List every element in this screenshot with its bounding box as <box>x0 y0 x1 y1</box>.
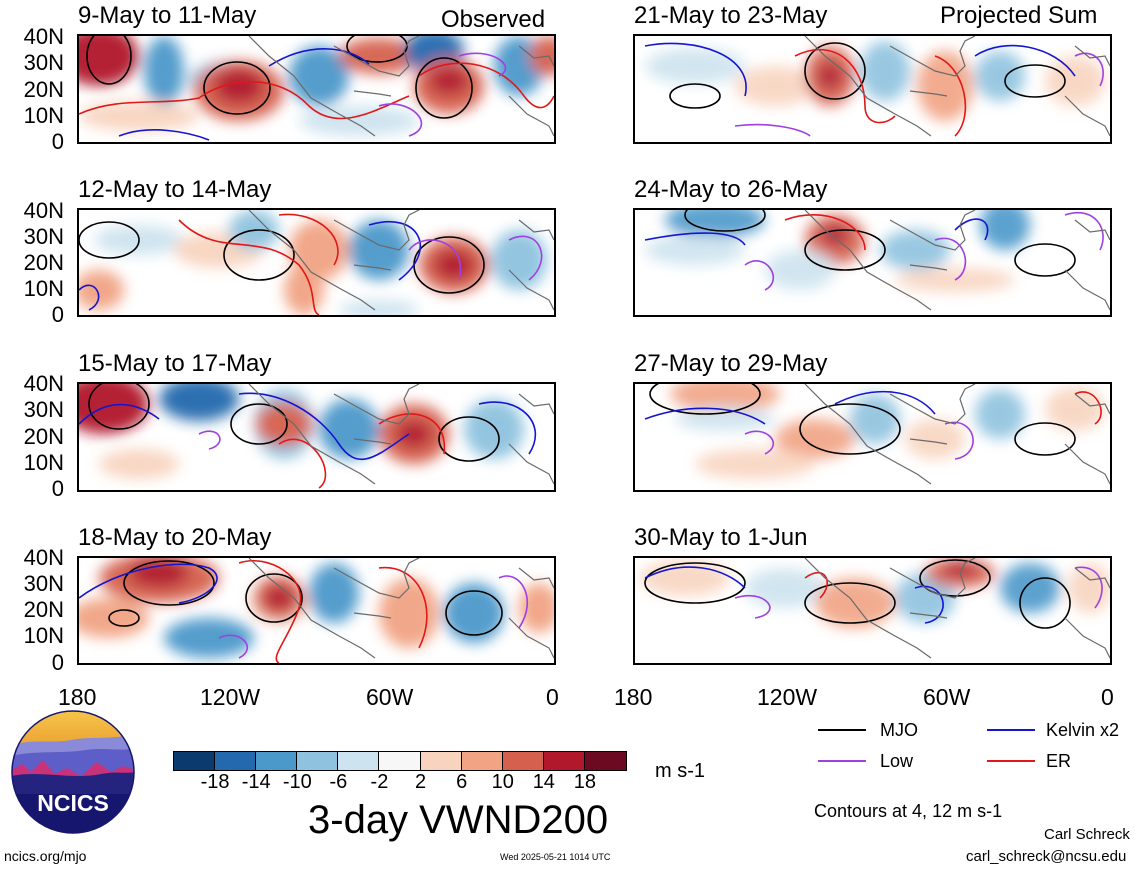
legend-swatch-mjo <box>818 729 866 731</box>
footer-url: ncics.org/mjo <box>4 848 87 864</box>
map-panel-left-2 <box>77 208 556 317</box>
colorbar-tick-label: -18 <box>200 771 230 793</box>
legend-label-low: Low <box>880 751 914 771</box>
lat-label-10n: 10N <box>23 103 64 128</box>
panel-title-left-3: 15-May to 17-May <box>78 350 272 377</box>
panel-title-left-2: 12-May to 14-May <box>78 176 272 203</box>
legend-label-mjo: MJO <box>880 720 918 740</box>
legend-swatch-kelvin <box>987 729 1035 731</box>
colorbar-tick-label: 14 <box>532 771 555 793</box>
colorbar-tick-label: -6 <box>329 771 348 793</box>
lat-label-30n: 30N <box>23 397 64 422</box>
lat-label-40n: 40N <box>23 545 64 570</box>
lat-label-20n: 20N <box>23 424 64 449</box>
footer-author: Carl Schreck <box>1044 826 1130 843</box>
lon-label-180: 180 <box>58 684 97 710</box>
colorbar-cell <box>338 752 380 770</box>
legend-label-kelvin: Kelvin x2 <box>1046 720 1120 740</box>
lat-label-40n: 40N <box>23 198 64 223</box>
lat-label-0: 0 <box>51 302 64 327</box>
colorbar-cell <box>297 752 339 770</box>
logo-text: NCICS <box>37 790 109 816</box>
colorbar-cell <box>174 752 216 770</box>
panel-title-right-4: 30-May to 1-Jun <box>634 524 808 551</box>
observed-header: Observed <box>441 6 546 33</box>
colorbar-tick-label: -14 <box>241 771 271 793</box>
colorbar-cell <box>420 752 462 770</box>
lat-label-10n: 10N <box>23 450 64 475</box>
colorbar <box>173 751 627 771</box>
colorbar-tick-label: 2 <box>414 771 427 793</box>
panel-title-right-2: 24-May to 26-May <box>634 176 828 203</box>
lon-label-120w: 120W <box>757 684 818 710</box>
lat-label-40n: 40N <box>23 24 64 49</box>
colorbar-cell <box>502 752 544 770</box>
colorbar-tick-label: 18 <box>573 771 597 793</box>
main-title: 3-day VWND200 <box>308 798 609 842</box>
map-panel-left-1 <box>77 34 556 144</box>
map-panel-left-3 <box>77 382 556 492</box>
map-panel-right-4 <box>633 556 1112 665</box>
colorbar-cell <box>379 752 421 770</box>
panel-title-right-1: 21-May to 23-May <box>634 2 828 29</box>
contour-note: Contours at 4, 12 m s-1 <box>814 801 1003 821</box>
ncics-logo: NCICS <box>11 710 135 834</box>
colorbar-tick-label: 6 <box>456 771 468 793</box>
panel-title-left-1: 9-May to 11-May <box>78 2 257 29</box>
lat-label-10n: 10N <box>23 623 64 648</box>
lon-label-0: 0 <box>1101 684 1114 710</box>
map-panel-left-4 <box>77 556 556 665</box>
colorbar-cell <box>584 752 626 770</box>
colorbar-tick-label: -10 <box>282 771 312 793</box>
legend-label-er: ER <box>1046 751 1072 771</box>
lat-label-30n: 30N <box>23 50 64 75</box>
footer-email: carl_schreck@ncsu.edu <box>966 848 1127 865</box>
lat-label-30n: 30N <box>23 571 64 596</box>
lon-label-180: 180 <box>614 684 653 710</box>
colorbar-tick-label: -2 <box>370 771 389 793</box>
map-panel-right-2 <box>633 208 1112 317</box>
panel-title-right-3: 27-May to 29-May <box>634 350 828 377</box>
lat-label-20n: 20N <box>23 77 64 102</box>
panel-title-left-4: 18-May to 20-May <box>78 524 272 551</box>
footer-timestamp: Wed 2025-05-21 1014 UTC <box>500 852 611 862</box>
lat-label-20n: 20N <box>23 597 64 622</box>
map-panel-right-3 <box>633 382 1112 492</box>
legend-swatch-low <box>818 760 866 762</box>
lon-label-60w: 60W <box>366 684 414 710</box>
lat-label-10n: 10N <box>23 276 64 301</box>
colorbar-cell <box>461 752 503 770</box>
map-panel-right-1 <box>633 34 1112 144</box>
colorbar-units: m s-1 <box>655 760 705 782</box>
lon-label-120w: 120W <box>200 684 261 710</box>
lat-label-0: 0 <box>51 129 64 154</box>
legend-swatch-er <box>987 760 1035 762</box>
lon-label-0: 0 <box>546 684 559 710</box>
lat-label-30n: 30N <box>23 224 64 249</box>
colorbar-tick-label: 10 <box>491 771 514 793</box>
projected-header: Projected Sum <box>940 2 1098 29</box>
lat-label-40n: 40N <box>23 371 64 396</box>
lat-label-0: 0 <box>51 650 64 675</box>
colorbar-cell <box>256 752 298 770</box>
lon-label-60w: 60W <box>923 684 971 710</box>
colorbar-cell <box>215 752 257 770</box>
colorbar-cell <box>543 752 585 770</box>
lat-label-20n: 20N <box>23 250 64 275</box>
lat-label-0: 0 <box>51 476 64 501</box>
